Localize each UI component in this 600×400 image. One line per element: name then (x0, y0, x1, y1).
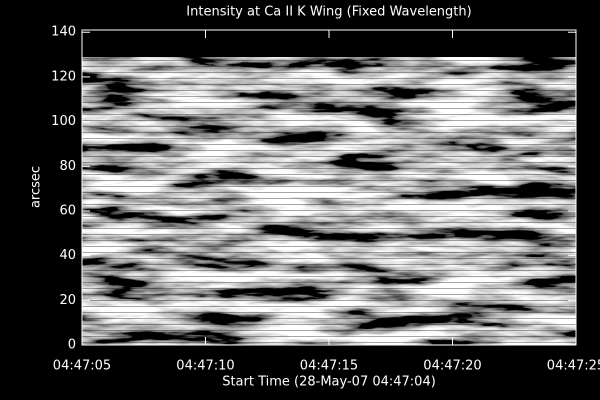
x-axis-label: Start Time (28-May-07 04:47:04) (222, 375, 436, 390)
x-tick-label: 04:47:25 (547, 359, 600, 374)
y-tick-label: 0 (68, 338, 76, 353)
x-tick-label: 04:47:05 (53, 359, 111, 374)
x-tick-label: 04:47:10 (176, 359, 234, 374)
y-tick-label: 20 (59, 293, 76, 308)
x-tick-label: 04:47:20 (423, 359, 481, 374)
y-tick-label: 100 (51, 114, 76, 129)
y-tick-label: 80 (59, 159, 76, 174)
y-tick-label: 40 (59, 248, 76, 263)
y-tick-label: 60 (59, 203, 76, 218)
x-tick-label: 04:47:15 (300, 359, 358, 374)
y-tick-label: 120 (51, 69, 76, 84)
y-axis-label: arcsec (29, 166, 44, 208)
image-scan-lines (82, 57, 576, 345)
y-tick-label: 140 (51, 25, 76, 40)
chart-title: Intensity at Ca II K Wing (Fixed Wavelen… (186, 5, 471, 20)
